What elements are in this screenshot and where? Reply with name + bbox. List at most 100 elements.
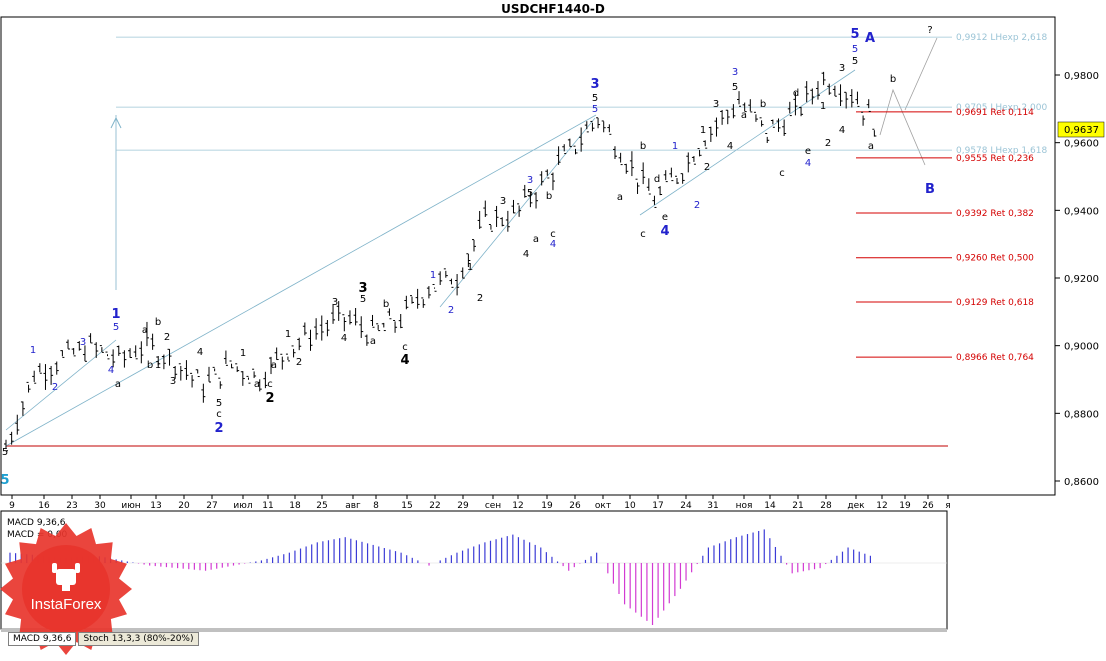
wave-label: b <box>147 360 153 371</box>
wave-label: a <box>741 110 747 121</box>
fib-level-label: 0,8966 Ret 0,764 <box>956 353 1034 363</box>
time-tick-label: окт <box>595 501 611 511</box>
bull-icon <box>52 563 80 591</box>
wave-label: 5 <box>850 27 859 42</box>
wave-label: a <box>142 325 148 336</box>
wave-label: 3 <box>500 196 506 207</box>
price-tick-label: 0,9200 <box>1064 274 1099 285</box>
wave-label: b <box>546 191 552 202</box>
wave-label: 2 <box>214 421 223 436</box>
time-tick-label: 10 <box>624 501 636 511</box>
wave-label: 5 <box>852 44 858 55</box>
wave-label: e <box>805 146 811 157</box>
wave-label: a <box>617 192 623 203</box>
current-price-label: 0,9637 <box>1064 125 1099 136</box>
wave-label: ? <box>927 25 932 36</box>
time-tick-label: 25 <box>316 501 327 511</box>
fib-level-label: 0,9691 Ret 0,114 <box>956 108 1034 118</box>
wave-label: 3 <box>358 281 367 296</box>
time-tick-label: 19 <box>541 501 553 511</box>
macd-histogram <box>9 529 872 625</box>
wave-label: c <box>640 229 646 240</box>
time-tick-label: авг <box>345 501 361 511</box>
wave-label: 2 <box>164 332 170 343</box>
wave-label: d <box>654 174 660 185</box>
time-tick-label: июл <box>233 501 252 511</box>
wave-label: b <box>760 99 766 110</box>
price-panel <box>0 16 1056 496</box>
time-tick-label: 27 <box>206 501 217 511</box>
wave-label: 1 <box>155 360 161 371</box>
wave-label: b <box>383 299 389 310</box>
wave-label: 2 <box>296 357 302 368</box>
time-tick-label: 28 <box>820 501 832 511</box>
wave-label: 5 <box>113 322 119 333</box>
current-price-tag: 0,9637 <box>1057 121 1105 138</box>
wave-label: 3 <box>590 77 599 92</box>
wave-label: 3 <box>839 63 845 74</box>
wave-label: 1 <box>111 307 120 322</box>
time-tick-label: 11 <box>262 501 273 511</box>
wave-label: 5 <box>852 56 858 67</box>
wave-label: 2 <box>265 391 274 406</box>
wave-label: 3 <box>80 337 86 348</box>
indicator-tabs: MACD 9,36,6 Stoch 13,3,3 (80%-20%) <box>8 632 199 646</box>
wave-label: d <box>793 88 799 99</box>
price-tick-label: 0,9000 <box>1064 342 1099 353</box>
wave-label: 4 <box>400 353 409 368</box>
time-tick-label: 18 <box>289 501 301 511</box>
time-tick-label: 19 <box>899 501 911 511</box>
projection-path <box>879 88 926 166</box>
tab-stoch[interactable]: Stoch 13,3,3 (80%-20%) <box>78 632 199 646</box>
price-tick-label: 0,9600 <box>1064 139 1099 150</box>
time-axis: 9 16 23 30 июн 13 20 27 июл 11 18 25 авг 8 15 22 29 сен 12… <box>9 495 951 511</box>
fib-level-label: 0,9392 Ret 0,382 <box>956 209 1034 219</box>
wave-label: 5 <box>0 473 9 488</box>
time-tick-label: 12 <box>876 501 887 511</box>
price-tick-label: 0,8800 <box>1064 409 1099 420</box>
macd-value: MACD = 0,00 <box>7 530 68 540</box>
wave-label: 4 <box>108 365 114 376</box>
wave-label: a <box>115 379 121 390</box>
wave-label: 4 <box>727 141 733 152</box>
wave-channel-lines <box>5 69 856 447</box>
time-tick-label: 26 <box>922 501 934 511</box>
time-tick-label: 21 <box>792 501 803 511</box>
time-tick-label: 23 <box>66 501 77 511</box>
time-tick-label: 15 <box>401 501 412 511</box>
wave-label: 5 <box>592 104 598 115</box>
time-tick-label: 8 <box>373 501 379 511</box>
arrow-up-icon <box>110 117 122 129</box>
wave-label: 4 <box>805 158 811 169</box>
wave-label: 4 <box>197 347 203 358</box>
price-axis: 0,9800 0,9600 0,9400 0,9200 0,9000 0,8800 0,86… <box>1055 71 1099 488</box>
wave-label: 1 <box>430 270 436 281</box>
wave-label: 5 <box>360 294 366 305</box>
wave-label: a <box>533 234 539 245</box>
tab-macd[interactable]: MACD 9,36,6 <box>8 632 77 646</box>
wave-label: a <box>868 141 874 152</box>
time-tick-label: ноя <box>736 501 753 511</box>
wave-label: 1 <box>467 262 473 273</box>
wave-label: 4 <box>550 239 556 250</box>
wave-label: 3 <box>332 297 338 308</box>
wave-label: b <box>640 141 646 152</box>
wave-label: 1 <box>240 348 246 359</box>
price-tick-label: 0,8600 <box>1064 477 1099 488</box>
wave-label: 2 <box>477 293 483 304</box>
wave-label: 5 <box>732 82 738 93</box>
time-tick-label: июн <box>121 501 140 511</box>
time-tick-label: сен <box>485 501 501 511</box>
wave-label: c <box>779 168 785 179</box>
wave-label: B <box>925 182 935 197</box>
time-tick-label: 14 <box>764 501 776 511</box>
time-tick-label: 17 <box>652 501 663 511</box>
wave-label: 2 <box>694 200 700 211</box>
fib-level-label: 0,9578 LHexp 1,618 <box>956 146 1047 156</box>
wave-label: 5 <box>527 188 533 199</box>
wave-label: c <box>216 409 222 420</box>
wave-label: 4 <box>523 249 529 260</box>
fib-level-label: 0,9129 Ret 0,618 <box>956 298 1034 308</box>
